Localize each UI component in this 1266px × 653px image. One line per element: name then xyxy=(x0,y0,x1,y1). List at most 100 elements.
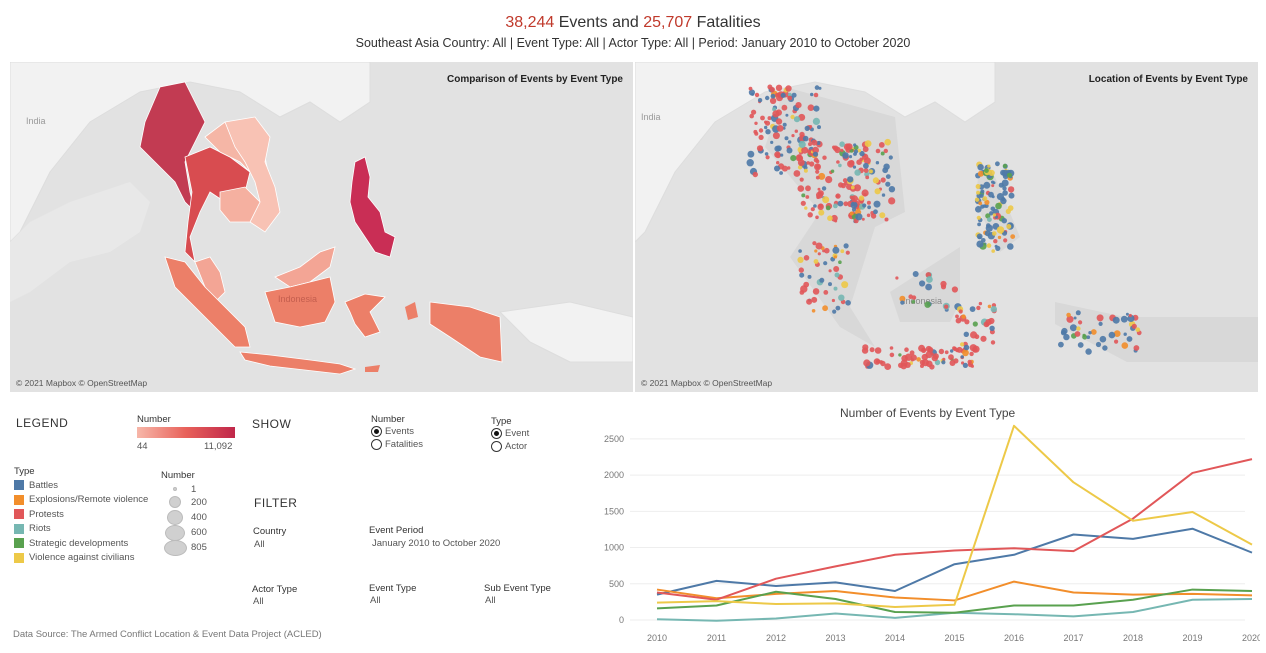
event-point[interactable] xyxy=(978,201,983,206)
event-point[interactable] xyxy=(806,298,813,305)
event-point[interactable] xyxy=(857,148,862,153)
event-point[interactable] xyxy=(851,202,856,206)
event-point[interactable] xyxy=(994,215,998,219)
event-point[interactable] xyxy=(801,146,809,154)
event-point[interactable] xyxy=(807,212,813,218)
event-point[interactable] xyxy=(863,193,867,197)
event-point[interactable] xyxy=(863,162,869,169)
event-point[interactable] xyxy=(938,348,945,355)
event-point[interactable] xyxy=(863,359,871,367)
event-point[interactable] xyxy=(920,364,924,368)
filter-period-value[interactable]: January 2010 to October 2020 xyxy=(372,538,501,549)
event-point[interactable] xyxy=(818,86,822,90)
filter-actor-value[interactable]: All xyxy=(253,596,264,607)
chart-series-lines[interactable] xyxy=(656,424,1253,622)
event-point[interactable] xyxy=(1008,192,1015,199)
event-point[interactable] xyxy=(880,360,886,367)
event-point[interactable] xyxy=(838,260,842,264)
event-point[interactable] xyxy=(1120,315,1128,323)
event-point[interactable] xyxy=(1128,313,1132,318)
event-point[interactable] xyxy=(1069,324,1077,332)
event-point[interactable] xyxy=(822,305,828,312)
event-point[interactable] xyxy=(859,199,864,204)
event-point[interactable] xyxy=(813,259,819,264)
event-point[interactable] xyxy=(814,249,818,253)
event-point[interactable] xyxy=(976,215,981,220)
event-point[interactable] xyxy=(986,243,992,248)
event-point[interactable] xyxy=(776,125,784,132)
event-point[interactable] xyxy=(1114,339,1119,344)
event-point[interactable] xyxy=(926,276,933,283)
event-point[interactable] xyxy=(848,155,853,159)
event-point[interactable] xyxy=(869,347,875,353)
event-point[interactable] xyxy=(780,153,784,157)
event-point[interactable] xyxy=(996,193,1004,201)
event-point[interactable] xyxy=(810,92,814,97)
event-point[interactable] xyxy=(909,350,915,356)
event-point[interactable] xyxy=(817,190,824,197)
event-point[interactable] xyxy=(775,93,779,97)
event-point[interactable] xyxy=(1003,238,1008,243)
event-point[interactable] xyxy=(989,211,994,216)
event-point[interactable] xyxy=(963,344,970,351)
event-point[interactable] xyxy=(994,244,998,248)
event-point[interactable] xyxy=(785,85,792,92)
event-point[interactable] xyxy=(987,304,992,309)
event-point[interactable] xyxy=(814,163,821,171)
event-point[interactable] xyxy=(878,142,885,148)
event-point[interactable] xyxy=(760,115,765,121)
event-point[interactable] xyxy=(815,169,820,174)
event-point[interactable] xyxy=(793,170,801,177)
event-point[interactable] xyxy=(845,250,850,255)
event-point[interactable] xyxy=(811,309,816,313)
event-point[interactable] xyxy=(904,362,911,368)
event-point[interactable] xyxy=(970,331,978,339)
event-point[interactable] xyxy=(804,206,808,210)
event-point[interactable] xyxy=(1058,341,1064,348)
event-point[interactable] xyxy=(1066,315,1074,323)
event-point[interactable] xyxy=(884,363,892,370)
event-point[interactable] xyxy=(774,165,780,172)
event-point[interactable] xyxy=(781,104,788,111)
nusa-tenggara-shape[interactable] xyxy=(365,365,380,372)
event-point[interactable] xyxy=(1010,234,1016,240)
event-point[interactable] xyxy=(899,295,906,302)
event-point[interactable] xyxy=(823,261,828,266)
event-point[interactable] xyxy=(990,306,997,313)
event-point[interactable] xyxy=(772,107,777,112)
event-point[interactable] xyxy=(812,241,817,246)
radio-indicator[interactable] xyxy=(491,441,502,452)
event-point[interactable] xyxy=(842,152,849,159)
event-point[interactable] xyxy=(852,165,857,169)
event-point[interactable] xyxy=(803,165,808,170)
event-point[interactable] xyxy=(949,360,956,366)
radio-event[interactable]: Event xyxy=(491,428,529,439)
event-point[interactable] xyxy=(748,89,755,96)
filter-subevent-value[interactable]: All xyxy=(485,595,496,606)
event-point[interactable] xyxy=(774,151,781,158)
event-point[interactable] xyxy=(982,204,987,208)
event-point[interactable] xyxy=(853,152,857,156)
event-point[interactable] xyxy=(787,92,792,97)
event-point[interactable] xyxy=(833,266,840,272)
event-point[interactable] xyxy=(1007,172,1012,178)
event-point[interactable] xyxy=(846,183,853,190)
event-point[interactable] xyxy=(749,113,754,119)
event-point[interactable] xyxy=(944,304,949,309)
event-point[interactable] xyxy=(1113,330,1121,337)
event-point[interactable] xyxy=(764,152,769,156)
event-point[interactable] xyxy=(797,159,805,167)
event-point[interactable] xyxy=(912,271,919,277)
choropleth-map[interactable]: India Indonesia Comparison of Events by … xyxy=(10,62,633,392)
event-point[interactable] xyxy=(823,290,829,295)
event-point[interactable] xyxy=(765,95,770,101)
event-point[interactable] xyxy=(1126,336,1133,342)
event-point[interactable] xyxy=(988,317,995,325)
event-point[interactable] xyxy=(1121,342,1129,349)
event-point[interactable] xyxy=(1099,335,1107,343)
event-point[interactable] xyxy=(797,185,805,192)
event-point[interactable] xyxy=(874,347,882,354)
event-point[interactable] xyxy=(845,300,851,306)
event-point[interactable] xyxy=(1082,334,1088,340)
